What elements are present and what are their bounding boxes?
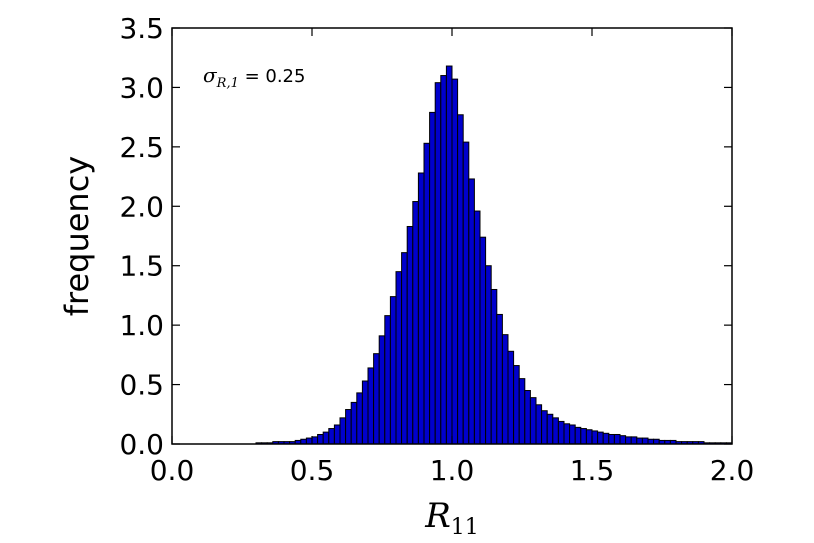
histogram-bars	[255, 65, 733, 445]
histogram-bar	[490, 288, 498, 445]
histogram-bar	[462, 141, 470, 445]
y-tick-label: 0.0	[119, 428, 164, 461]
x-tick-label: 2.0	[710, 454, 755, 487]
histogram-bar	[541, 410, 548, 445]
x-tick-label: 1.5	[570, 454, 615, 487]
histogram-bar	[305, 437, 313, 445]
histogram-bar	[367, 367, 375, 445]
histogram-bar	[384, 315, 391, 445]
x-tick-label: 0.5	[290, 454, 335, 487]
histogram-bar	[501, 334, 509, 445]
histogram-bar	[361, 380, 369, 445]
histogram-bar	[529, 397, 537, 445]
histogram-bar	[317, 433, 324, 445]
histogram-bar	[585, 429, 593, 445]
sigma-subscript: R,1	[216, 76, 239, 91]
histogram-bar	[524, 390, 531, 445]
histogram-bar	[328, 428, 335, 445]
histogram-bar	[356, 392, 363, 445]
y-tick-label: 3.5	[119, 12, 164, 45]
histogram-bar	[597, 431, 604, 445]
histogram-bar	[423, 142, 431, 445]
histogram-bar	[641, 437, 649, 445]
y-axis-label: frequency	[58, 156, 96, 317]
histogram-bar	[602, 432, 610, 445]
histogram-bar	[563, 423, 571, 445]
histogram-bar	[339, 417, 347, 445]
histogram-bar	[412, 201, 419, 445]
histogram-bar	[468, 178, 475, 445]
histogram-bar	[473, 210, 481, 445]
histogram-bar	[636, 437, 643, 445]
y-tick-label: 3.0	[119, 71, 164, 104]
histogram-bar	[608, 433, 615, 445]
y-tick-label: 2.0	[119, 190, 164, 223]
histogram-bar	[434, 82, 442, 445]
histogram-bar	[591, 430, 599, 445]
histogram-bar	[485, 265, 492, 445]
x-axis-label-subscript: 11	[451, 515, 479, 540]
histogram-bar	[311, 436, 319, 445]
histogram-bar	[378, 335, 386, 445]
x-axis-label: R11	[424, 496, 479, 540]
histogram-bar	[417, 172, 425, 445]
y-tick-label: 0.5	[119, 369, 164, 402]
axis-ticks	[171, 27, 733, 445]
histogram-bar	[451, 78, 459, 445]
histogram-bar	[613, 433, 621, 445]
x-axis-label-base: R	[424, 496, 451, 536]
histogram-bar	[552, 417, 559, 445]
histogram-bar	[479, 236, 487, 445]
histogram-bar	[496, 313, 503, 445]
sigma-annotation: σR,1 = 0.25	[203, 63, 305, 91]
histogram-bar	[546, 413, 554, 445]
histogram-bar	[574, 426, 582, 445]
y-tick-label: 1.5	[119, 250, 164, 283]
sigma-symbol: σ	[203, 63, 218, 87]
histogram-bar	[445, 65, 453, 445]
histogram-bar	[625, 436, 632, 445]
histogram-bar	[350, 401, 358, 445]
histogram-bar	[457, 114, 464, 445]
histogram-bar	[518, 378, 526, 445]
histogram-bar	[569, 424, 576, 445]
x-tick-label: 0.0	[150, 454, 195, 487]
histogram-bar	[580, 428, 587, 445]
histogram-bar	[429, 111, 436, 445]
histogram-bar	[513, 365, 520, 445]
x-tick-label: 1.0	[430, 454, 475, 487]
x-tick-labels: 0.0 0.5 1.0 1.5 2.0	[150, 454, 755, 487]
histogram-bar	[507, 350, 515, 445]
histogram-bar	[557, 420, 565, 445]
histogram-bar	[333, 424, 341, 445]
y-tick-labels: 0.0 0.5 1.0 1.5 2.0 2.5 3.0 3.5	[119, 12, 164, 461]
histogram-bar	[401, 252, 408, 445]
y-tick-label: 2.5	[119, 131, 164, 164]
histogram-bar	[322, 431, 330, 445]
histogram-bar	[630, 436, 638, 445]
histogram-bar	[345, 409, 352, 445]
histogram-bar	[440, 75, 447, 445]
sigma-value: = 0.25	[239, 66, 306, 87]
histogram-bar	[535, 404, 543, 445]
histogram-bar	[389, 296, 397, 445]
histogram-bar	[373, 353, 380, 445]
histogram-bar	[406, 225, 414, 445]
y-tick-label: 1.0	[119, 309, 164, 342]
histogram-bar	[619, 435, 627, 445]
histogram-bar	[395, 271, 403, 445]
